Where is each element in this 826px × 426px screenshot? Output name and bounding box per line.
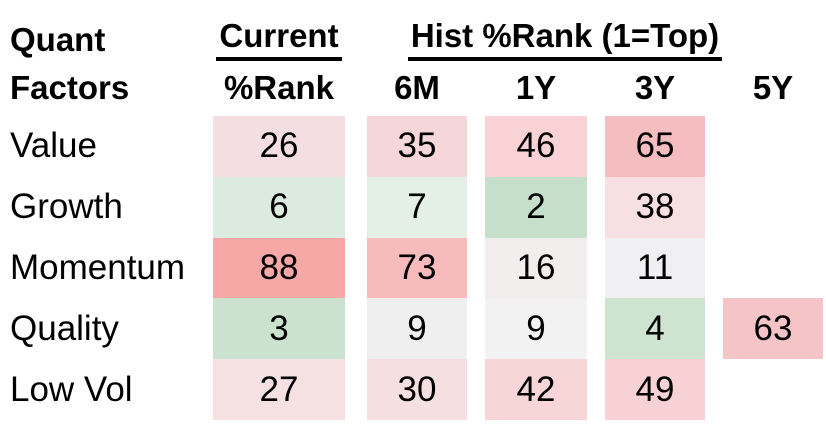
column-header-3y: 3Y: [634, 69, 676, 106]
heatmap-cell-quality-1y: 9: [485, 298, 587, 360]
heatmap-cell-value-3y: 65: [605, 116, 705, 177]
heatmap-cell-growth-1y: 2: [485, 176, 587, 238]
row-label-quality: Quality: [10, 308, 119, 348]
heatmap-cell-low-vol-6m: 30: [367, 359, 467, 420]
group-header-current-label: Current: [216, 18, 342, 61]
heatmap-cell-quality-3y: 4: [605, 298, 705, 360]
group-header-current: Current: [203, 18, 355, 61]
heatmap-cell-growth-current: 6: [213, 176, 345, 238]
heatmap-cell-momentum-current: 88: [213, 237, 345, 299]
heatmap-cell-momentum-3y: 11: [605, 237, 705, 299]
heatmap-cell-low-vol-3y: 49: [605, 359, 705, 420]
column-header-percent-rank: %Rank: [223, 69, 335, 106]
table-title-line2: Factors: [10, 69, 130, 106]
group-header-hist-rank: Hist %Rank (1=Top): [407, 18, 723, 61]
heatmap-cell-value-current: 26: [213, 116, 345, 177]
table-title-line1: Quant: [10, 21, 106, 58]
heatmap-cell-low-vol-1y: 42: [485, 359, 587, 420]
column-header-6m: 6M: [394, 69, 440, 106]
heatmap-cell-low-vol-current: 27: [213, 359, 345, 420]
heatmap-cell-momentum-6m: 73: [367, 237, 467, 299]
heatmap-cell-quality-current: 3: [213, 298, 345, 360]
group-header-hist-rank-label: Hist %Rank (1=Top): [407, 18, 723, 61]
heatmap-cell-growth-3y: 38: [605, 176, 705, 238]
heatmap-cell-quality-5y: 63: [723, 298, 823, 360]
row-label-momentum: Momentum: [10, 247, 186, 287]
heatmap-cell-momentum-1y: 16: [485, 237, 587, 299]
heatmap-cell-value-6m: 35: [367, 116, 467, 177]
row-label-low-vol: Low Vol: [10, 369, 133, 409]
row-label-value: Value: [10, 126, 97, 166]
heatmap-cell-quality-6m: 9: [367, 298, 467, 360]
heatmap-cell-growth-6m: 7: [367, 176, 467, 238]
heatmap-cell-value-1y: 46: [485, 116, 587, 177]
row-label-growth: Growth: [10, 187, 123, 227]
column-header-5y: 5Y: [752, 69, 794, 106]
column-header-1y: 1Y: [515, 69, 557, 106]
